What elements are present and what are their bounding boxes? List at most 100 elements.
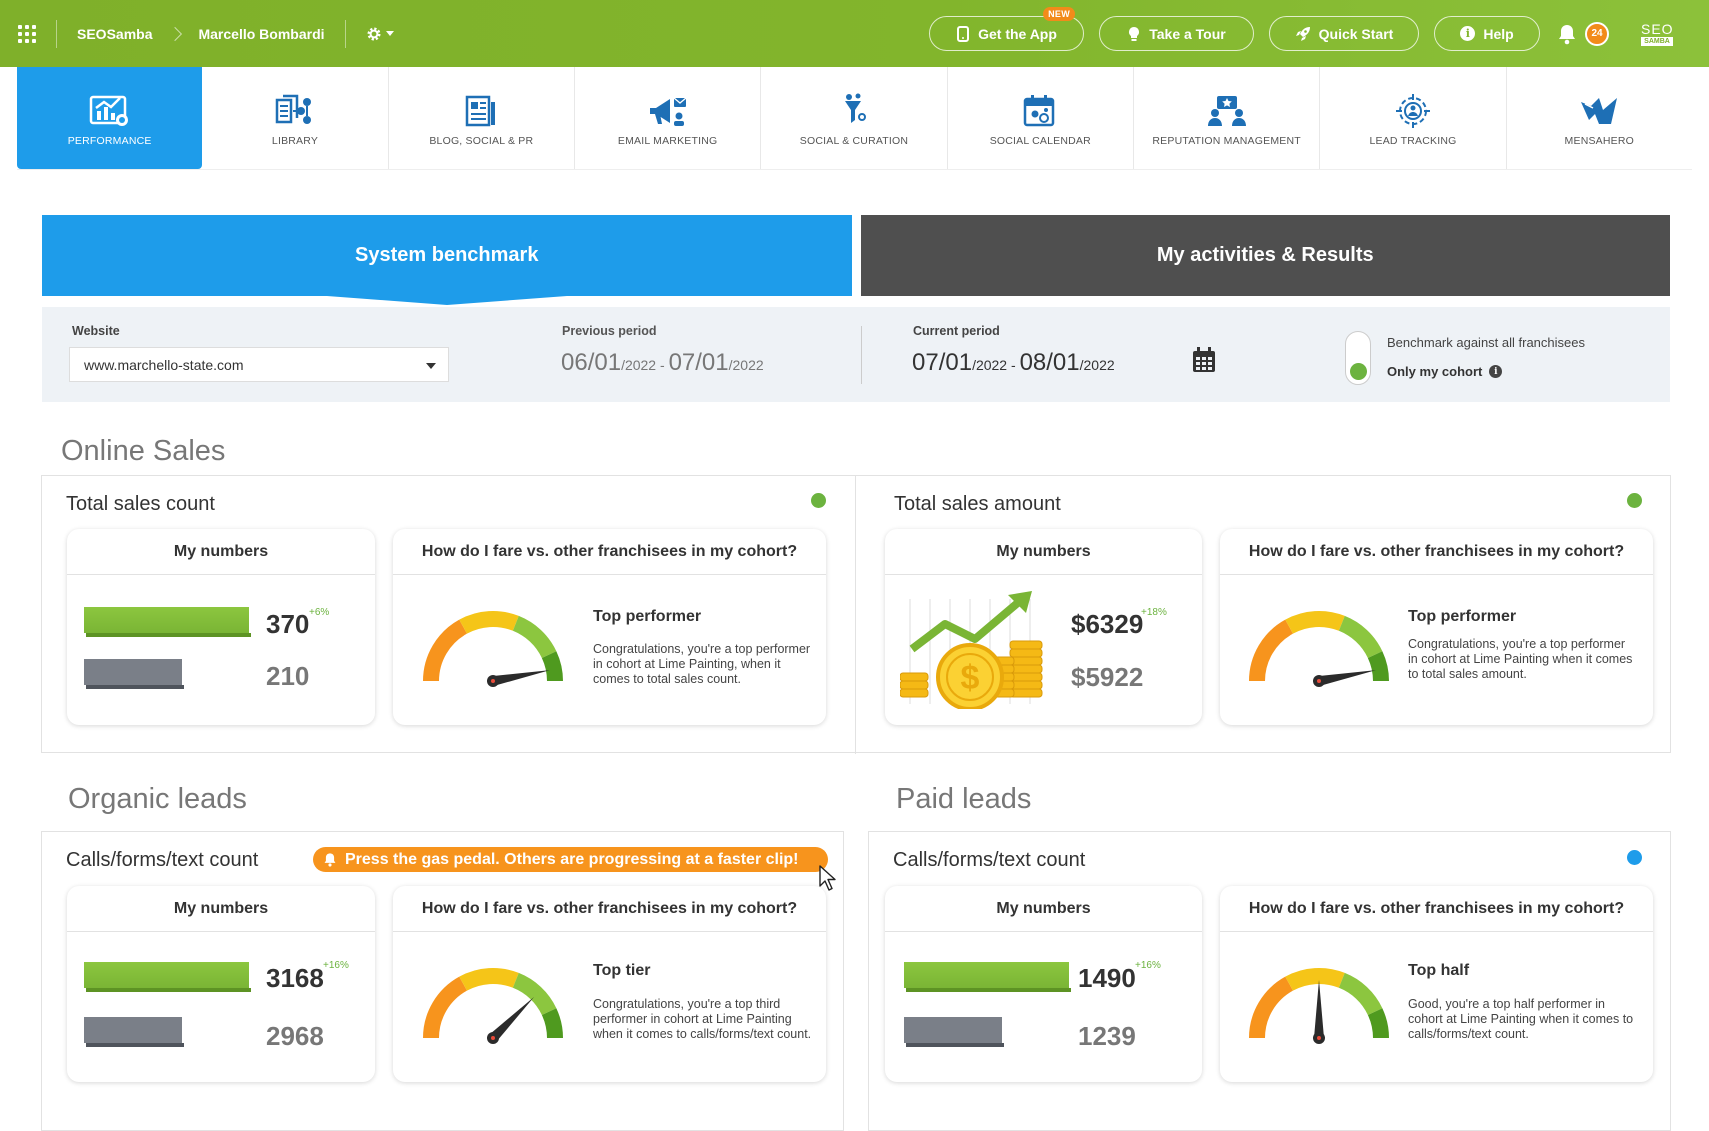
gear-icon <box>367 27 381 40</box>
nav-item-social-calendar[interactable]: SOCIAL CALENDAR <box>948 67 1134 169</box>
current-period-value[interactable]: 07/01/2022 - 08/01/2022 <box>912 349 1115 376</box>
change-percent: +6% <box>309 607 330 618</box>
card-title: My numbers <box>67 529 375 575</box>
previous-bar <box>84 659 184 689</box>
gauge-segment <box>1285 611 1345 634</box>
cohort-comparison-card: How do I fare vs. other franchisees in m… <box>1220 529 1653 725</box>
gauge-segment <box>1338 972 1383 1016</box>
coins-growth-icon: $ <box>900 591 1043 709</box>
nav-label: SOCIAL & CURATION <box>799 135 909 147</box>
current-value: 370 <box>266 609 310 639</box>
gauge-segment <box>423 976 468 1039</box>
card-title: My numbers <box>67 886 375 932</box>
settings-dropdown[interactable] <box>366 26 394 42</box>
megaphone-icon <box>649 97 687 126</box>
lead-target-icon <box>1395 94 1430 128</box>
performance-gauge <box>1249 611 1389 687</box>
main-nav: PERFORMANCE LIBRARY BLOG, SOCIAL & PR EM… <box>17 67 1692 170</box>
info-icon: i <box>1460 26 1476 41</box>
tab-system-benchmark[interactable]: System benchmark <box>42 215 852 296</box>
panel-title-organic: Calls/forms/text count <box>66 849 259 871</box>
cohort-comparison-card: How do I fare vs. other franchisees in m… <box>1220 886 1653 1082</box>
previous-period-label: Previous period <box>562 324 657 338</box>
take-tour-label: Take a Tour <box>1149 25 1226 42</box>
gauge-needle <box>489 996 535 1042</box>
gauge-segment <box>1285 968 1345 991</box>
alert-banner: Press the gas pedal. Others are progress… <box>313 847 828 872</box>
get-app-label: Get the App <box>978 25 1057 42</box>
seosamba-logo: SEO SAMBA <box>1641 20 1674 46</box>
panel-title-sales-amount: Total sales amount <box>894 493 1061 515</box>
gauge-segment <box>423 619 468 682</box>
tier-description: Congratulations, you're a top performer … <box>1408 637 1633 681</box>
apps-grid-icon[interactable] <box>18 24 36 43</box>
caret-down-icon <box>385 30 394 36</box>
current-value: 3168 <box>266 963 324 993</box>
top-bar: SEOSamba Marcello Bombardi Get the App N… <box>0 0 1709 67</box>
user-name[interactable]: Marcello Bombardi <box>198 25 325 42</box>
previous-period-value: 06/01/2022 - 07/01/2022 <box>561 349 764 376</box>
gauge-segment <box>512 972 557 1016</box>
app-name[interactable]: SEOSamba <box>77 25 153 42</box>
nav-item-library[interactable]: LIBRARY <box>202 67 389 169</box>
gauge-segment <box>459 611 519 634</box>
tier-label: Top tier <box>593 962 651 979</box>
nav-label: SOCIAL CALENDAR <box>989 135 1091 147</box>
help-button[interactable]: i Help <box>1434 16 1540 51</box>
new-badge: NEW <box>1043 7 1075 21</box>
performance-chart-icon <box>89 95 128 126</box>
chevron-right-icon <box>168 26 183 41</box>
tier-label: Top performer <box>1408 608 1517 625</box>
nav-label: PERFORMANCE <box>67 135 152 147</box>
divider <box>855 476 856 754</box>
nav-item-performance[interactable]: PERFORMANCE <box>17 67 203 169</box>
tab-my-activities[interactable]: My activities & Results <box>860 215 1670 296</box>
alert-text: Press the gas pedal. Others are progress… <box>345 850 799 868</box>
cohort-comparison-card: How do I fare vs. other franchisees in m… <box>393 886 826 1082</box>
notification-count-badge[interactable]: 24 <box>1585 21 1609 46</box>
gauge-needle <box>1318 670 1376 686</box>
nav-item-mensahero[interactable]: MENSAHERO <box>1507 67 1692 169</box>
website-label: Website <box>72 324 120 338</box>
quick-start-label: Quick Start <box>1318 25 1394 42</box>
card-title: How do I fare vs. other franchisees in m… <box>393 529 826 575</box>
bell-icon[interactable] <box>1557 23 1577 45</box>
card-title: How do I fare vs. other franchisees in m… <box>1220 886 1653 932</box>
quick-start-button[interactable]: Quick Start <box>1269 16 1419 51</box>
get-app-button[interactable]: Get the App NEW <box>929 7 1084 51</box>
status-dot <box>811 493 826 508</box>
svg-text:$: $ <box>961 659 980 697</box>
tier-description: Good, you're a top half performer in coh… <box>1408 997 1634 1041</box>
change-percent: +16% <box>1135 960 1161 971</box>
nav-label: REPUTATION MANAGEMENT <box>1152 135 1301 147</box>
cohort-toggle[interactable] <box>1345 331 1371 385</box>
info-icon[interactable]: i <box>1489 365 1503 378</box>
previous-value: 1239 <box>1078 1021 1136 1051</box>
tier-label: Top half <box>1408 962 1470 979</box>
phone-icon <box>957 25 970 42</box>
benchmark-all-label[interactable]: Benchmark against all franchisees <box>1387 335 1585 350</box>
current-value: $6329 <box>1071 609 1144 639</box>
my-numbers-card: My numbers 3168 +16% 2968 <box>67 886 375 1082</box>
nav-item-email[interactable]: EMAIL MARKETING <box>575 67 762 169</box>
nav-item-lead-tracking[interactable]: LEAD TRACKING <box>1320 67 1507 169</box>
my-numbers-card: My numbers 370 +6% 210 <box>67 529 375 725</box>
calendar-icon[interactable] <box>1192 347 1216 373</box>
help-label: Help <box>1483 25 1514 42</box>
website-select[interactable]: www.marchello-state.com <box>69 347 449 382</box>
gauge-hub-dot <box>1317 1036 1321 1040</box>
toggle-knob <box>1350 363 1367 380</box>
tier-description: Congratulations, you're a top third perf… <box>593 997 812 1041</box>
divider <box>861 326 862 384</box>
only-cohort-label[interactable]: Only my cohort i <box>1387 364 1503 379</box>
take-tour-button[interactable]: Take a Tour <box>1099 16 1254 51</box>
nav-label: MENSAHERO <box>1564 135 1635 147</box>
gauge-needle <box>492 670 550 686</box>
gauge-segment <box>512 615 557 659</box>
nav-item-blog[interactable]: BLOG, SOCIAL & PR <box>389 67 575 169</box>
current-bar <box>84 607 251 637</box>
nav-item-social-curation[interactable]: SOCIAL & CURATION <box>761 67 948 169</box>
panel-title-sales-count: Total sales count <box>66 493 215 515</box>
gauge-segment <box>1249 976 1294 1039</box>
nav-item-reputation[interactable]: REPUTATION MANAGEMENT <box>1134 67 1321 169</box>
